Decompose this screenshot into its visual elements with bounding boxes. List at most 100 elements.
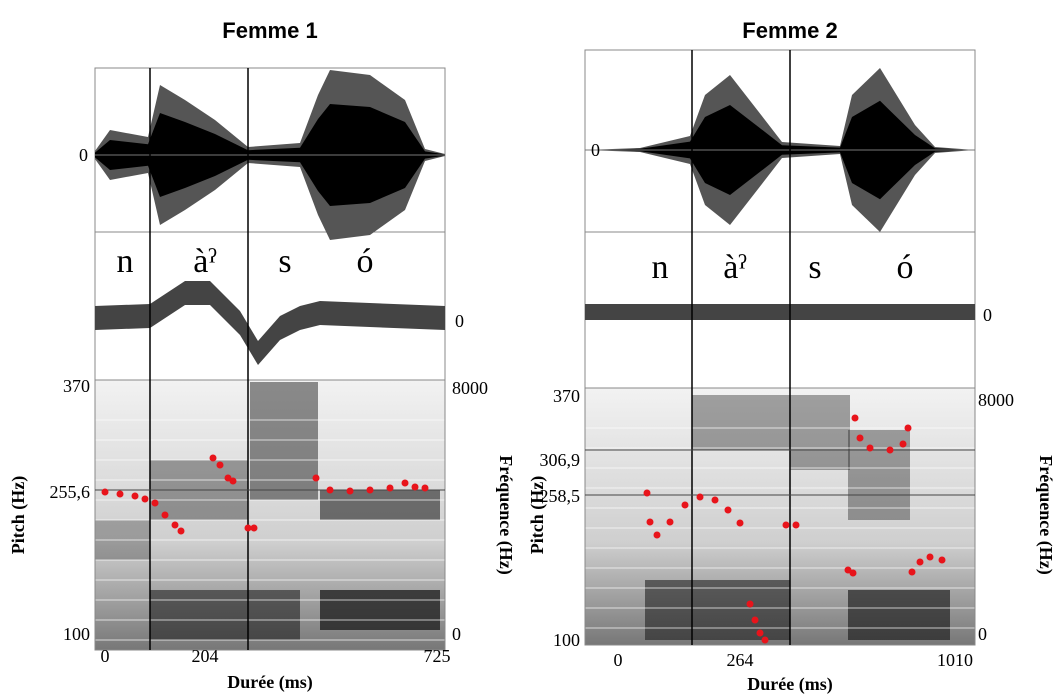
freq-tick-label: 0 [452, 624, 461, 644]
pitch-point [386, 484, 394, 492]
pitch-point [326, 486, 334, 494]
pitch-point [421, 484, 429, 492]
wave-zero: 0 [79, 145, 88, 165]
pitch-point [312, 474, 320, 482]
pitch-tick-label: 100 [553, 630, 580, 650]
pitch-point [666, 518, 674, 526]
oscillogram [585, 304, 975, 320]
pitch-tick-label: 255,6 [50, 482, 91, 502]
pitch-point [696, 493, 704, 501]
segment-label: àˀ [723, 249, 747, 286]
time-tick-label: 204 [192, 646, 219, 666]
wave-zero: 0 [591, 140, 600, 160]
segment-label: ó [897, 249, 914, 286]
spectral-band [320, 590, 440, 630]
panel-title: Femme 1 [222, 18, 317, 43]
pitch-point [916, 558, 924, 566]
spectral-band [692, 395, 790, 450]
pitch-tick-label: 100 [63, 624, 90, 644]
oscillogram [95, 281, 445, 365]
time-axis-label: Durée (ms) [747, 674, 832, 695]
time-axis-label: Durée (ms) [227, 672, 312, 693]
pitch-point [401, 479, 409, 487]
pitch-point [899, 440, 907, 448]
pitch-point [250, 524, 258, 532]
pitch-point [101, 488, 109, 496]
segment-label: s [278, 243, 291, 280]
segment-label: ó [357, 243, 374, 280]
spectral-band [848, 590, 950, 640]
pitch-point [724, 506, 732, 514]
segment-label: n [117, 243, 134, 280]
time-tick-label: 1010 [937, 650, 973, 670]
pitch-point [926, 553, 934, 561]
pitch-point [411, 483, 419, 491]
segment-label: n [652, 249, 669, 286]
pitch-point [366, 486, 374, 494]
pitch-axis-label: Pitch (Hz) [527, 476, 548, 554]
pitch-point [866, 444, 874, 452]
pitch-point [746, 600, 754, 608]
pitch-point [171, 521, 179, 529]
spectral-band [150, 590, 300, 640]
pitch-point [131, 492, 139, 500]
pitch-point [177, 527, 185, 535]
time-tick-label: 0 [614, 650, 623, 670]
spectral-band [790, 395, 850, 470]
pitch-tick-label: 370 [63, 376, 90, 396]
pitch-point [229, 477, 237, 485]
time-tick-label: 264 [727, 650, 754, 670]
segment-label: s [808, 249, 821, 286]
panel-title: Femme 2 [742, 18, 837, 43]
freq-axis-label: Fréquence (Hz) [1035, 455, 1054, 574]
pitch-point [141, 495, 149, 503]
panel: Femme 1 n àˀ s ó 0 0 370 255,6 100 8000 0 0 204 725 Dur… [8, 18, 516, 693]
panel: Femme 2 n àˀ s ó 0 0 370 306,9 258,5 100 8000 0 0 264 1… [527, 18, 1054, 695]
pitch-point [849, 569, 857, 577]
spectral-band [250, 382, 318, 500]
pitch-point [761, 636, 769, 644]
frame [584, 387, 976, 646]
pitch-point [646, 518, 654, 526]
pitch-point [244, 524, 252, 532]
pitch-point [653, 531, 661, 539]
pitch-tick-label: 370 [553, 386, 580, 406]
pitch-tick-label: 258,5 [540, 486, 581, 506]
pitch-point [681, 501, 689, 509]
spectral-band [645, 580, 790, 640]
spectral-band [95, 520, 150, 560]
osc-zero: 0 [983, 305, 992, 325]
frame [94, 379, 446, 651]
pitch-point [216, 461, 224, 469]
spectral-band [320, 490, 440, 520]
freq-tick-label: 0 [978, 624, 987, 644]
pitch-point [161, 511, 169, 519]
pitch-point [116, 490, 124, 498]
pitch-point [346, 487, 354, 495]
time-tick-label: 0 [101, 646, 110, 666]
pitch-point [751, 616, 759, 624]
segment-label: àˀ [193, 243, 217, 280]
pitch-point [756, 629, 764, 637]
pitch-point [938, 556, 946, 564]
pitch-point [711, 496, 719, 504]
pitch-point [908, 568, 916, 576]
pitch-point [851, 414, 859, 422]
pitch-point [209, 454, 217, 462]
freq-tick-label: 8000 [978, 390, 1014, 410]
time-tick-label: 725 [424, 646, 451, 666]
pitch-point [792, 521, 800, 529]
freq-axis-label: Fréquence (Hz) [495, 455, 516, 574]
freq-tick-label: 8000 [452, 378, 488, 398]
pitch-point [151, 499, 159, 507]
pitch-point [643, 489, 651, 497]
osc-zero: 0 [455, 311, 464, 331]
pitch-point [782, 521, 790, 529]
pitch-point [856, 434, 864, 442]
pitch-point [736, 519, 744, 527]
pitch-point [904, 424, 912, 432]
pitch-tick-label: 306,9 [540, 450, 581, 470]
pitch-point [886, 446, 894, 454]
pitch-axis-label: Pitch (Hz) [8, 476, 29, 554]
